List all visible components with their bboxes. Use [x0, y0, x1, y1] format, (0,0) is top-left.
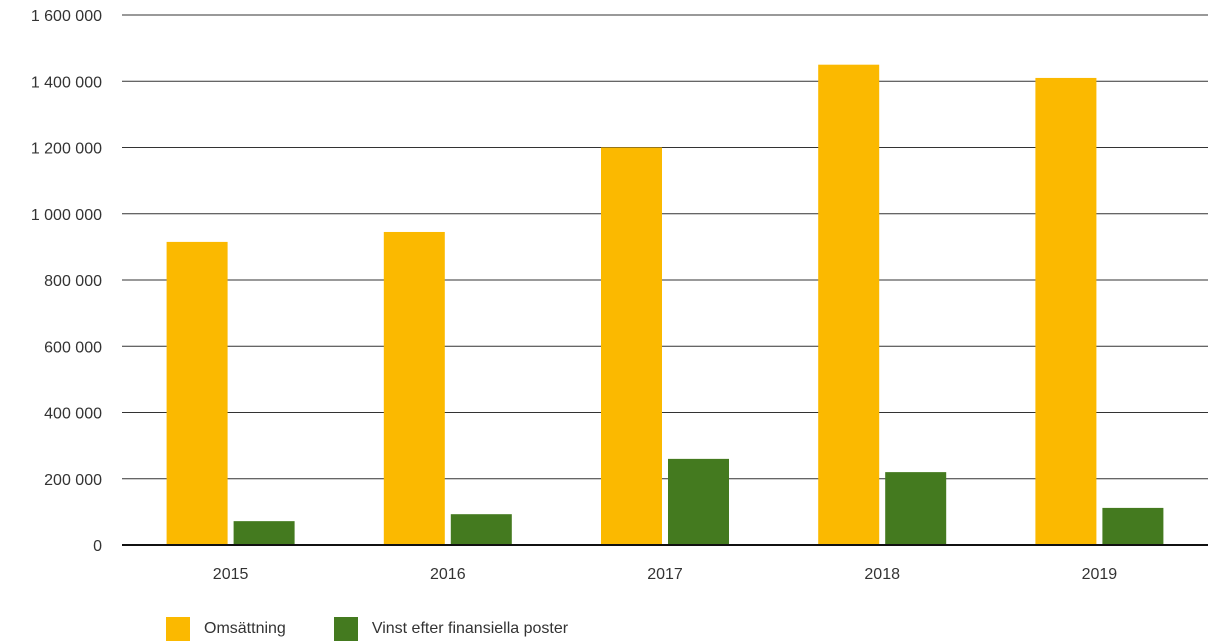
bars — [166, 64, 1164, 545]
bar-omsattning-2019 — [1035, 77, 1097, 545]
x-tick-label: 2016 — [430, 566, 466, 583]
legend-item-omsattning: Omsättning — [166, 617, 286, 641]
bar-vinst-2018 — [885, 472, 947, 545]
y-tick-label: 0 — [93, 538, 102, 555]
y-tick-label: 200 000 — [44, 472, 102, 489]
y-tick-label: 1 000 000 — [31, 207, 102, 224]
y-tick-label: 600 000 — [44, 339, 102, 356]
y-axis-tick-labels: 0 200 000 400 000 600 000 800 000 1 000 000 1 … — [31, 8, 102, 555]
x-tick-label: 2018 — [864, 566, 900, 583]
legend-item-vinst: Vinst efter finansiella poster — [333, 617, 569, 641]
bar-vinst-2015 — [233, 521, 295, 545]
legend: Omsättning Vinst efter finansiella poste… — [166, 617, 616, 641]
x-axis-tick-labels: 2015 2016 2017 2018 2019 — [213, 566, 1117, 583]
y-tick-label: 1 200 000 — [31, 141, 102, 158]
legend-swatch-omsattning — [166, 617, 190, 641]
bar-omsattning-2017 — [601, 147, 662, 545]
y-tick-label: 1 400 000 — [31, 74, 102, 91]
legend-swatch-vinst — [333, 617, 358, 641]
bar-vinst-2016 — [450, 514, 512, 545]
y-tick-label: 1 600 000 — [31, 8, 102, 25]
y-tick-label: 400 000 — [44, 406, 102, 423]
x-tick-label: 2015 — [213, 566, 249, 583]
bar-omsattning-2018 — [818, 64, 880, 545]
gridlines — [122, 14, 1208, 480]
x-tick-label: 2019 — [1082, 566, 1118, 583]
legend-label-omsattning: Omsättning — [204, 620, 286, 637]
bar-vinst-2017 — [668, 458, 729, 545]
bar-vinst-2019 — [1102, 507, 1164, 545]
bar-omsattning-2016 — [383, 231, 445, 545]
legend-label-vinst: Vinst efter finansiella poster — [371, 620, 569, 637]
y-tick-label: 800 000 — [44, 273, 102, 290]
x-tick-label: 2017 — [647, 566, 683, 583]
bar-omsattning-2015 — [166, 241, 228, 545]
